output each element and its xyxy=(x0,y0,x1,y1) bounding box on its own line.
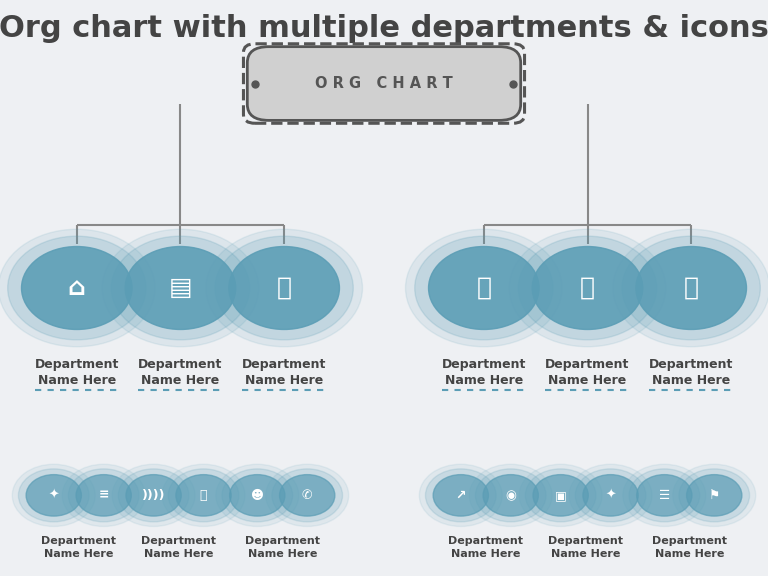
Circle shape xyxy=(613,229,768,347)
Circle shape xyxy=(419,464,502,526)
Circle shape xyxy=(216,464,299,526)
Text: Department
Name Here: Department Name Here xyxy=(141,536,216,559)
Text: Department
Name Here: Department Name Here xyxy=(245,536,319,559)
Text: ⌂: ⌂ xyxy=(68,276,86,300)
Text: Department
Name Here: Department Name Here xyxy=(442,358,526,387)
FancyBboxPatch shape xyxy=(247,47,521,120)
Circle shape xyxy=(8,236,146,340)
Text: Department
Name Here: Department Name Here xyxy=(652,536,727,559)
Text: ⚑: ⚑ xyxy=(709,489,720,502)
Circle shape xyxy=(68,469,139,522)
Circle shape xyxy=(518,236,657,340)
Circle shape xyxy=(280,475,335,516)
Circle shape xyxy=(406,229,562,347)
Text: Department
Name Here: Department Name Here xyxy=(35,358,119,387)
Text: 🎓: 🎓 xyxy=(684,276,699,300)
Circle shape xyxy=(637,475,692,516)
Circle shape xyxy=(18,469,89,522)
Circle shape xyxy=(272,469,343,522)
Text: ✦: ✦ xyxy=(605,489,616,502)
Circle shape xyxy=(215,236,353,340)
Circle shape xyxy=(222,469,293,522)
Text: ▤: ▤ xyxy=(169,276,192,300)
Circle shape xyxy=(629,469,700,522)
Text: ✆: ✆ xyxy=(302,489,313,502)
Circle shape xyxy=(679,469,750,522)
Text: Department
Name Here: Department Name Here xyxy=(548,536,623,559)
Text: 💼: 💼 xyxy=(476,276,492,300)
Circle shape xyxy=(569,464,652,526)
Text: ☻: ☻ xyxy=(251,489,263,502)
Circle shape xyxy=(483,475,538,516)
Circle shape xyxy=(415,236,553,340)
Text: Department
Name Here: Department Name Here xyxy=(242,358,326,387)
Text: Department
Name Here: Department Name Here xyxy=(138,358,223,387)
Circle shape xyxy=(162,464,245,526)
Circle shape xyxy=(433,475,488,516)
Circle shape xyxy=(118,469,189,522)
Circle shape xyxy=(425,469,496,522)
Text: ▣: ▣ xyxy=(554,489,567,502)
Circle shape xyxy=(22,247,132,329)
Circle shape xyxy=(126,475,181,516)
Circle shape xyxy=(206,229,362,347)
Text: ☰: ☰ xyxy=(659,489,670,502)
Text: ≡: ≡ xyxy=(98,489,109,502)
Circle shape xyxy=(532,247,643,329)
Text: 💡: 💡 xyxy=(580,276,595,300)
Circle shape xyxy=(673,464,756,526)
Text: Department
Name Here: Department Name Here xyxy=(449,536,523,559)
Circle shape xyxy=(0,229,155,347)
Circle shape xyxy=(112,464,195,526)
Circle shape xyxy=(575,469,646,522)
Circle shape xyxy=(266,464,349,526)
Circle shape xyxy=(429,247,539,329)
Circle shape xyxy=(687,475,742,516)
Text: ✋: ✋ xyxy=(200,489,207,502)
Circle shape xyxy=(525,469,596,522)
Circle shape xyxy=(533,475,588,516)
Circle shape xyxy=(622,236,760,340)
Circle shape xyxy=(229,247,339,329)
Text: ◉: ◉ xyxy=(505,489,516,502)
Circle shape xyxy=(176,475,231,516)
Text: )))): )))) xyxy=(142,489,165,502)
Circle shape xyxy=(62,464,145,526)
Circle shape xyxy=(111,236,250,340)
Circle shape xyxy=(509,229,666,347)
Circle shape xyxy=(230,475,285,516)
Text: 👤: 👤 xyxy=(276,276,292,300)
Text: Department
Name Here: Department Name Here xyxy=(41,536,116,559)
Circle shape xyxy=(26,475,81,516)
Text: Department
Name Here: Department Name Here xyxy=(545,358,630,387)
Circle shape xyxy=(125,247,236,329)
Text: O R G   C H A R T: O R G C H A R T xyxy=(315,76,453,91)
Circle shape xyxy=(623,464,706,526)
Text: ↗: ↗ xyxy=(455,489,466,502)
Circle shape xyxy=(583,475,638,516)
Circle shape xyxy=(636,247,746,329)
Circle shape xyxy=(519,464,602,526)
Circle shape xyxy=(168,469,239,522)
Circle shape xyxy=(102,229,259,347)
Text: Org chart with multiple departments & icons: Org chart with multiple departments & ic… xyxy=(0,14,768,43)
Circle shape xyxy=(76,475,131,516)
Circle shape xyxy=(475,469,546,522)
Circle shape xyxy=(469,464,552,526)
Text: ✦: ✦ xyxy=(48,489,59,502)
Text: Department
Name Here: Department Name Here xyxy=(649,358,733,387)
Circle shape xyxy=(12,464,95,526)
